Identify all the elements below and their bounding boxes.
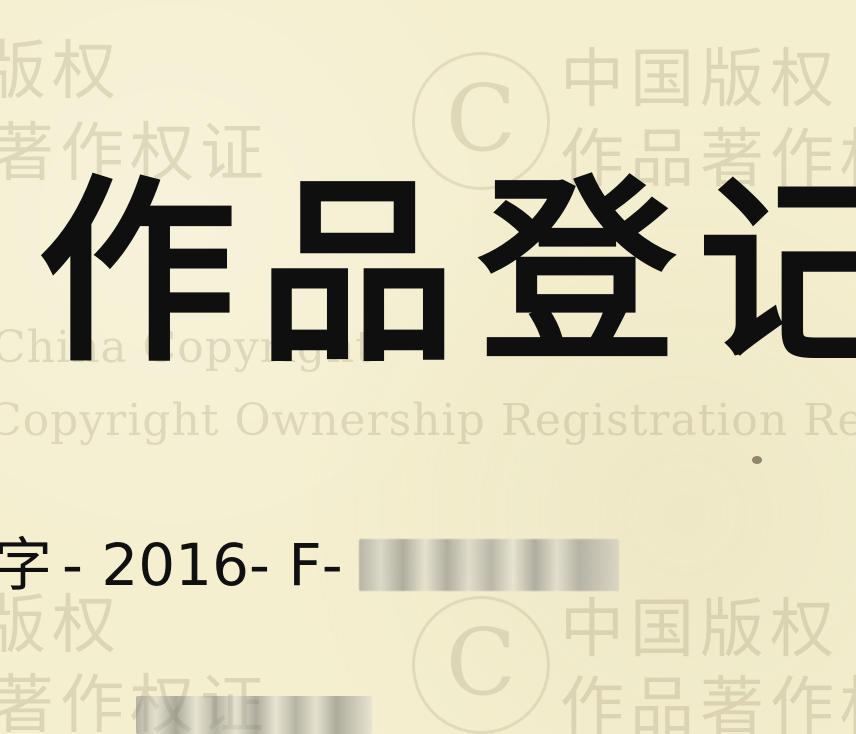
watermark-right-bottom-line-2: 作品著作权 bbox=[560, 671, 856, 734]
page-title: 作品登记 bbox=[38, 156, 856, 389]
registration-prefix-char: 字 bbox=[0, 531, 53, 599]
redacted-registration-number bbox=[358, 539, 619, 591]
watermark-right-bottom-line-1: 中国版权 bbox=[560, 593, 840, 667]
watermark-left-bottom-line-1: 版权 bbox=[0, 589, 122, 663]
registration-number-visible: - 2016- F- bbox=[62, 531, 343, 599]
watermark-left-line-2: 著作权证 bbox=[0, 117, 270, 191]
redacted-bottom-text bbox=[136, 696, 372, 734]
watermark-copyright-icon-top: C bbox=[445, 65, 517, 172]
watermark-copyright-icon-bottom: C bbox=[445, 609, 517, 716]
watermark-copyright-circle-bottom: C bbox=[412, 596, 550, 734]
watermark-english-line-1: China Copyright bbox=[0, 322, 375, 373]
registration-number-line: 字 - 2016- F- bbox=[0, 536, 619, 594]
watermark-copyright-circle-top: C bbox=[412, 52, 550, 190]
watermark-left-line-1: 版权 bbox=[0, 35, 122, 109]
watermark-right-line-2: 作品著作权 bbox=[560, 123, 856, 197]
paper-speck bbox=[752, 456, 762, 464]
watermark-right-line-1: 中国版权 bbox=[560, 43, 840, 117]
watermark-english-line-2: Copyright Ownership Registration Rec bbox=[0, 395, 856, 446]
